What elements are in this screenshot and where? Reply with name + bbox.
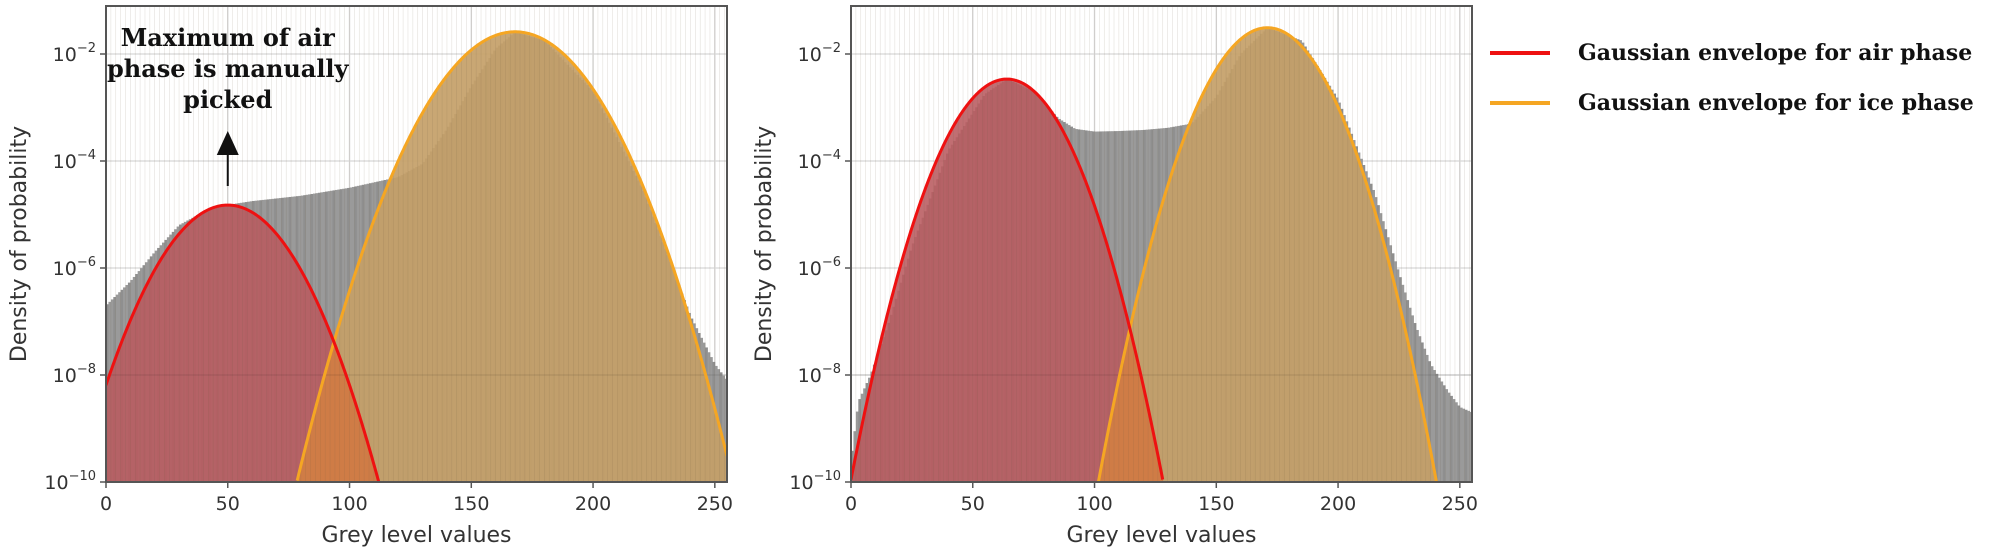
y-axis-ticks: 10−10 10−8 10−6 10−4 10−2 bbox=[789, 41, 851, 494]
y-tick-label: 10−8 bbox=[53, 362, 96, 387]
legend-label-air: Gaussian envelope for air phase bbox=[1578, 40, 1973, 66]
y-tick-label: 10−8 bbox=[798, 362, 841, 387]
legend-item-air: Gaussian envelope for air phase bbox=[1490, 28, 1974, 78]
x-tick-label: 50 bbox=[961, 493, 985, 515]
ice-line-swatch-icon bbox=[1490, 101, 1550, 105]
y-tick-label: 10−6 bbox=[53, 255, 96, 280]
ice-phase-area bbox=[851, 27, 1472, 482]
ice-phase-area bbox=[106, 31, 727, 482]
x-axis-ticks: 0 50 100 150 200 250 bbox=[845, 482, 1478, 515]
x-tick-label: 50 bbox=[216, 493, 240, 515]
air-envelope-line bbox=[106, 203, 381, 482]
legend-label-ice: Gaussian envelope for ice phase bbox=[1578, 90, 1974, 116]
y-axis-ticks: 10−10 10−8 10−6 10−4 10−2 bbox=[44, 41, 106, 494]
y-tick-label: 10−6 bbox=[798, 255, 841, 280]
x-tick-label: 200 bbox=[575, 493, 611, 515]
x-axis-ticks: 0 50 100 150 200 250 bbox=[100, 482, 733, 515]
chart-panel-right: 0 50 100 150 200 250 10−10 10−8 10−6 10−4 10−2 Grey… bbox=[752, 5, 1478, 548]
y-tick-label: 10−2 bbox=[53, 41, 96, 66]
annotation-text: phase is manually bbox=[107, 54, 350, 83]
air-phase-area bbox=[851, 79, 1472, 482]
x-tick-label: 150 bbox=[1198, 493, 1234, 515]
legend: Gaussian envelope for air phase Gaussian… bbox=[1490, 28, 1974, 128]
x-tick-label: 150 bbox=[453, 493, 489, 515]
x-tick-label: 0 bbox=[100, 493, 112, 515]
axes-frame bbox=[105, 5, 728, 483]
legend-item-ice: Gaussian envelope for ice phase bbox=[1490, 78, 1974, 128]
air-phase-area bbox=[106, 205, 727, 482]
y-tick-label: 10−10 bbox=[44, 469, 96, 494]
x-tick-label: 0 bbox=[845, 493, 857, 515]
y-tick-label: 10−4 bbox=[798, 148, 841, 173]
y-tick-label: 10−2 bbox=[798, 41, 841, 66]
x-tick-label: 100 bbox=[1076, 493, 1112, 515]
arrow-head-icon bbox=[216, 131, 239, 155]
x-axis-label: Grey level values bbox=[1066, 523, 1256, 548]
annotation-text: picked bbox=[183, 85, 272, 114]
air-line-swatch-icon bbox=[1490, 51, 1550, 55]
ice-envelope-line bbox=[1096, 26, 1439, 482]
chart-panel-left: 0 50 100 150 200 250 10−10 10−8 10−6 10−4 10−2 Grey… bbox=[7, 5, 733, 548]
annotation-text: Maximum of air bbox=[121, 23, 335, 52]
x-tick-label: 250 bbox=[697, 493, 733, 515]
y-tick-label: 10−4 bbox=[53, 148, 96, 173]
air-envelope-line bbox=[851, 77, 1165, 480]
x-tick-label: 200 bbox=[1320, 493, 1356, 515]
y-axis-label: Density of probability bbox=[7, 126, 32, 362]
y-tick-label: 10−10 bbox=[789, 469, 841, 494]
axes-frame bbox=[850, 5, 1473, 483]
y-axis-label: Density of probability bbox=[752, 126, 777, 362]
ice-envelope-line bbox=[295, 30, 727, 481]
x-tick-label: 250 bbox=[1442, 493, 1478, 515]
x-axis-label: Grey level values bbox=[321, 523, 511, 548]
x-tick-label: 100 bbox=[331, 493, 367, 515]
